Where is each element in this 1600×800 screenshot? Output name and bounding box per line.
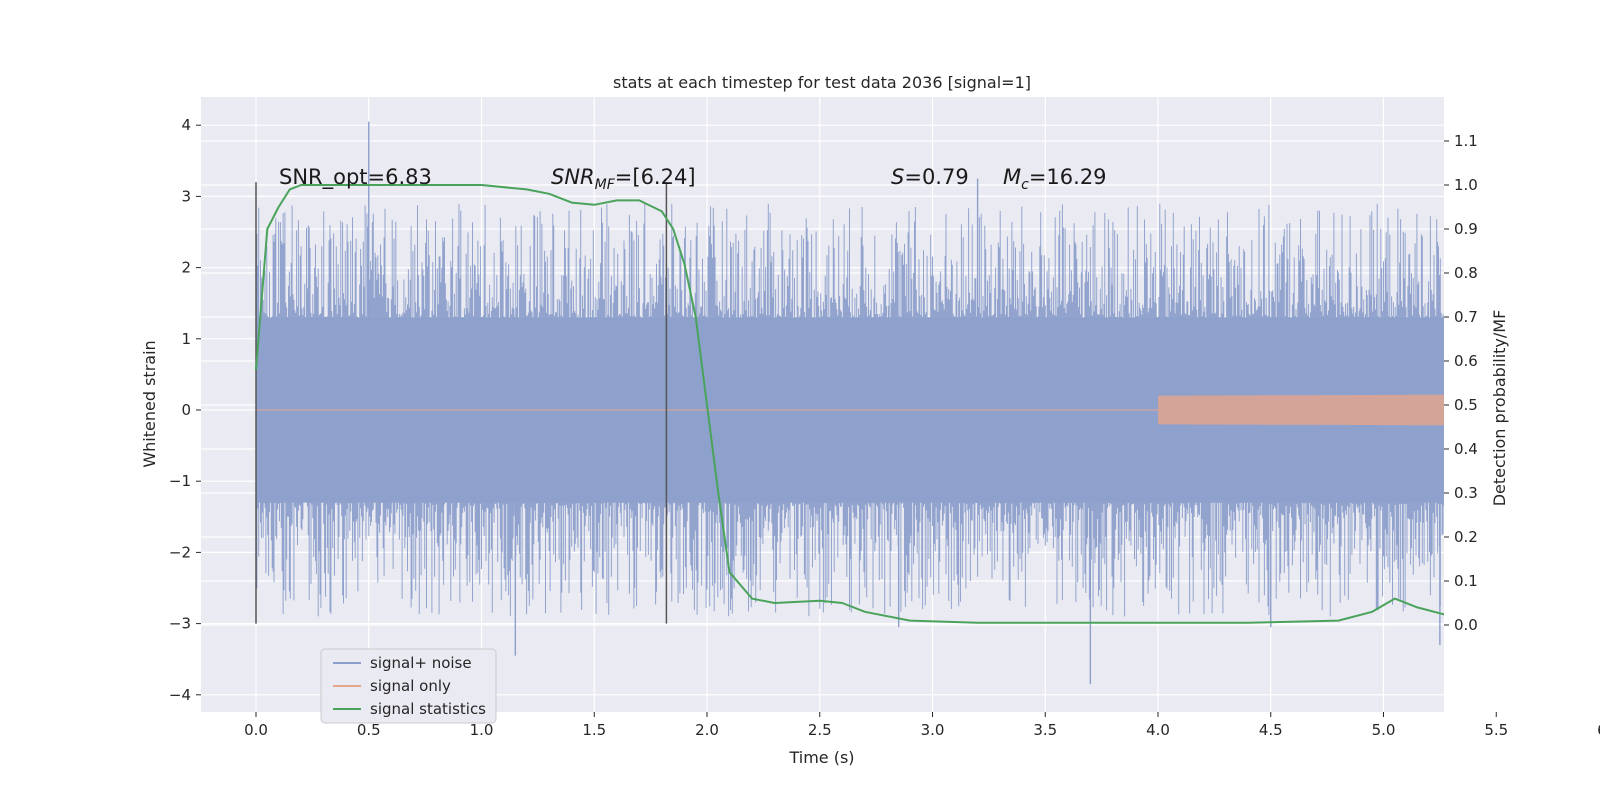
- x-tick-label-7: 3.5: [1033, 721, 1057, 739]
- legend: signal+ noise signal only signal statist…: [320, 648, 497, 724]
- annotation-snr-opt: SNR_opt=6.83: [279, 165, 432, 190]
- annotation-snr-mf-sub: MF: [595, 177, 616, 193]
- x-tick-label-1: 0.5: [357, 721, 381, 739]
- y-tick-label-0: −4: [169, 686, 191, 704]
- annotation-s-value: =0.79: [904, 165, 968, 189]
- annotation-mc-sub: c: [1021, 177, 1029, 193]
- annotation-snr-mf-prefix: SNR: [551, 165, 595, 189]
- legend-box: [320, 648, 497, 724]
- x-tick-label-8: 4.0: [1146, 721, 1170, 739]
- y-tick-label-3: −1: [169, 472, 191, 490]
- annotation-snr-mf: SNRMF=[6.24]: [551, 165, 696, 193]
- chart-title: stats at each timestep for test data 203…: [613, 73, 1031, 92]
- x-tick-label-6: 3.0: [921, 721, 945, 739]
- x-tick-label-9: 4.5: [1259, 721, 1283, 739]
- x-tick-label-10: 5.0: [1372, 721, 1396, 739]
- annotation-mc-prefix: M: [1003, 165, 1021, 189]
- y-tick-label-4: 0: [181, 401, 191, 419]
- y-axis-label: Whitened strain: [140, 340, 159, 467]
- y2-tick-label-5: 0.5: [1454, 396, 1478, 414]
- x-tick-label-12: 6.0: [1597, 721, 1600, 739]
- x-axis-label: Time (s): [788, 748, 854, 767]
- legend-label-signal-plus-noise: signal+ noise: [370, 654, 472, 672]
- annotation-s: S=0.79: [891, 165, 969, 189]
- annotation-snr-mf-value: =[6.24]: [615, 165, 696, 189]
- vertical-markers: [255, 182, 668, 624]
- y2-tick-label-7: 0.7: [1454, 308, 1478, 326]
- legend-label-signal-statistics: signal statistics: [370, 700, 486, 718]
- annotation-mc: Mc=16.29: [1003, 165, 1107, 193]
- y2-tick-label-6: 0.6: [1454, 352, 1478, 370]
- y2-tick-label-11: 1.1: [1454, 132, 1478, 150]
- x-tick-label-3: 1.5: [582, 721, 606, 739]
- signal-only-envelope: [1158, 394, 1444, 426]
- y-tick-label-1: −3: [169, 615, 191, 633]
- annotation-s-prefix: S: [891, 165, 904, 189]
- x-tick-label-5: 2.5: [808, 721, 832, 739]
- y-tick-label-2: −2: [169, 543, 191, 561]
- y2-tick-label-4: 0.4: [1454, 440, 1478, 458]
- y2-tick-label-0: 0.0: [1454, 616, 1478, 634]
- y2-tick-label-8: 0.8: [1454, 264, 1478, 282]
- y-tick-label-5: 1: [181, 330, 191, 348]
- x-tick-label-11: 5.5: [1484, 721, 1508, 739]
- y-tick-label-6: 2: [181, 259, 191, 277]
- y2-tick-label-3: 0.3: [1454, 484, 1478, 502]
- annotation-mc-value: =16.29: [1029, 165, 1107, 189]
- legend-label-signal-only: signal only: [370, 677, 451, 695]
- y-tick-label-8: 4: [181, 116, 191, 134]
- x-tick-label-4: 2.0: [695, 721, 719, 739]
- y2-tick-label-10: 1.0: [1454, 176, 1478, 194]
- y2-tick-label-9: 0.9: [1454, 220, 1478, 238]
- y2-axis-label: Detection probability/MF: [1490, 310, 1509, 507]
- x-tick-label-0: 0.0: [244, 721, 268, 739]
- axes: 0.00.51.01.52.02.53.03.54.04.55.05.56.06…: [169, 116, 1600, 739]
- y-tick-label-7: 3: [181, 187, 191, 205]
- signal-statistics-line: [255, 184, 1444, 624]
- y2-tick-label-1: 0.1: [1454, 572, 1478, 590]
- series-signal-statistics: [255, 184, 1444, 624]
- y2-tick-label-2: 0.2: [1454, 528, 1478, 546]
- x-tick-label-2: 1.0: [470, 721, 494, 739]
